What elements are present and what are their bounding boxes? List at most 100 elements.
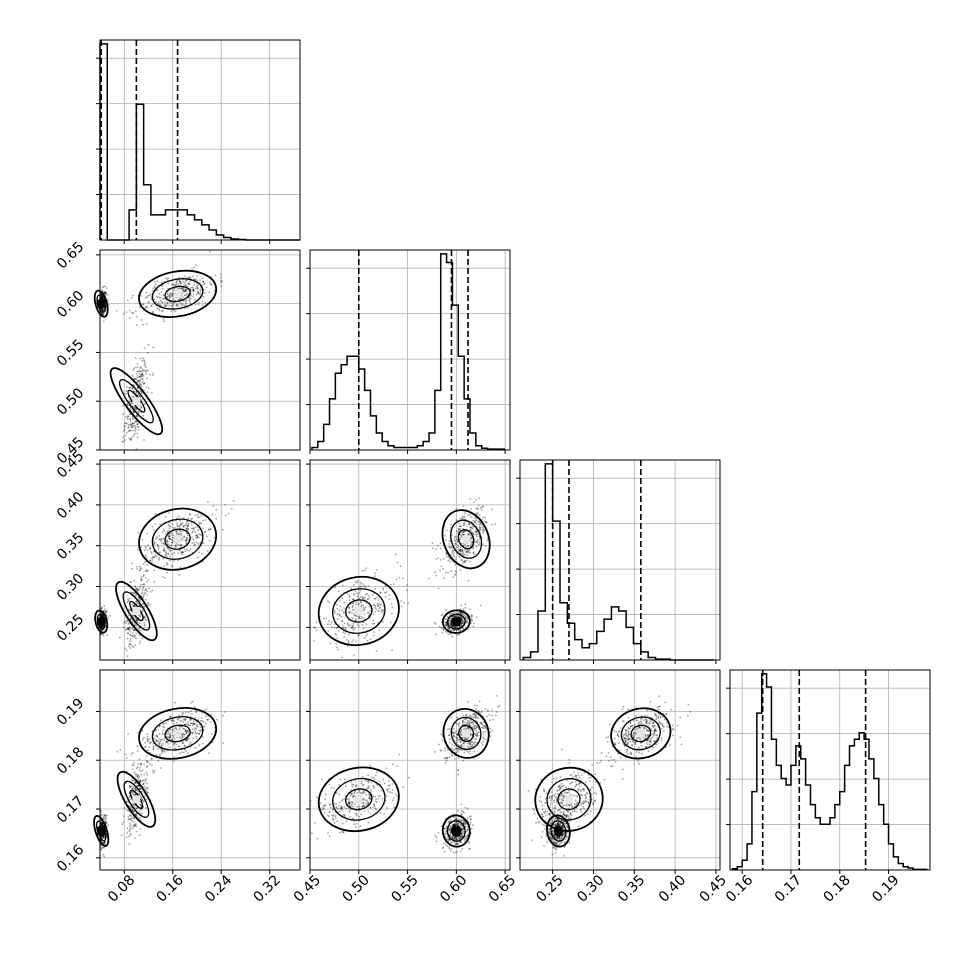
scatter-point <box>141 583 144 586</box>
scatter-point <box>180 302 183 305</box>
scatter-point <box>353 820 356 823</box>
scatter-point <box>315 629 318 631</box>
scatter-point <box>155 555 158 558</box>
scatter-point <box>146 563 149 566</box>
scatter-point <box>325 793 327 796</box>
scatter-panel-1-0: 0.450.500.550.600.65 <box>54 239 301 467</box>
scatter-point <box>213 536 216 539</box>
contour-level-1 <box>118 379 154 424</box>
scatter-point <box>129 633 132 636</box>
scatter-point <box>469 815 471 818</box>
scatter-point <box>196 275 198 278</box>
scatter-point <box>158 551 161 554</box>
scatter-point <box>355 822 358 825</box>
scatter-point <box>446 838 449 840</box>
scatter-point <box>478 527 481 529</box>
scatter-point <box>187 282 190 285</box>
scatter-point <box>139 407 142 410</box>
scatter-point <box>198 551 200 554</box>
scatter-point <box>158 557 161 560</box>
scatter-point <box>323 811 326 814</box>
scatter-point <box>372 619 375 622</box>
scatter-point <box>106 298 109 301</box>
scatter-point <box>316 796 318 799</box>
scatter-point <box>151 589 154 592</box>
scatter-point <box>384 782 386 785</box>
scatter-point <box>144 554 147 557</box>
scatter-point <box>375 650 378 653</box>
scatter-point <box>183 284 186 287</box>
scatter-point <box>161 531 164 533</box>
scatter-point <box>450 570 453 573</box>
scatter-point <box>444 609 447 612</box>
scatter-point <box>343 622 346 625</box>
scatter-point <box>179 297 182 300</box>
scatter-point <box>181 751 183 754</box>
scatter-point <box>189 513 191 516</box>
scatter-point <box>362 791 365 793</box>
scatter-point <box>462 522 465 525</box>
scatter-point <box>138 372 141 375</box>
scatter-point <box>346 593 349 595</box>
scatter-point <box>406 584 409 586</box>
scatter-point <box>457 548 460 551</box>
scatter-point <box>147 301 150 304</box>
scatter-point <box>177 543 179 546</box>
scatter-point <box>186 306 189 309</box>
scatter-point <box>374 606 377 609</box>
scatter-point <box>139 380 141 382</box>
scatter-point <box>175 304 178 307</box>
y-tick-label: 0.35 <box>54 530 87 563</box>
scatter-point <box>154 513 157 515</box>
scatter-point <box>135 600 138 603</box>
scatter-point <box>202 280 205 283</box>
scatter-point <box>459 538 461 541</box>
scatter-point <box>338 793 341 796</box>
scatter-point <box>313 626 316 629</box>
scatter-point <box>336 646 338 649</box>
scatter-panel-2-1 <box>306 459 511 664</box>
scatter-point <box>362 783 364 786</box>
scatter-point <box>188 296 191 299</box>
scatter-point <box>371 594 374 597</box>
scatter-point <box>484 730 487 733</box>
scatter-point <box>148 587 151 590</box>
scatter-point <box>126 386 128 388</box>
scatter-point <box>158 753 161 756</box>
scatter-point <box>223 711 226 713</box>
scatter-point <box>375 801 378 803</box>
scatter-point <box>124 416 127 418</box>
scatter-point <box>130 424 132 427</box>
scatter-point <box>170 532 173 535</box>
scatter-point <box>357 634 360 637</box>
scatter-point <box>173 756 176 758</box>
scatter-point <box>129 309 131 312</box>
scatter-point <box>453 556 456 558</box>
scatter-point <box>204 519 207 521</box>
scatter-point <box>155 289 158 292</box>
scatter-point <box>186 724 189 726</box>
scatter-point <box>204 531 207 533</box>
scatter-point <box>345 785 347 788</box>
scatter-point <box>131 388 134 390</box>
scatter-point <box>146 735 149 738</box>
scatter-point <box>151 525 154 528</box>
scatter-point <box>174 310 177 313</box>
scatter-point <box>179 566 182 569</box>
scatter-point <box>214 274 217 277</box>
scatter-point <box>131 817 134 819</box>
scatter-point <box>187 282 190 285</box>
scatter-point <box>329 810 331 813</box>
scatter-point <box>129 418 132 420</box>
scatter-point <box>358 805 361 808</box>
scatter-point <box>151 769 154 772</box>
scatter-point <box>179 726 181 728</box>
scatter-point <box>198 732 201 735</box>
scatter-point <box>459 546 462 549</box>
scatter-point <box>132 312 135 314</box>
scatter-point <box>207 752 210 754</box>
scatter-point <box>183 733 186 736</box>
scatter-point <box>460 559 463 561</box>
scatter-point <box>143 605 146 608</box>
scatter-point <box>148 301 151 303</box>
